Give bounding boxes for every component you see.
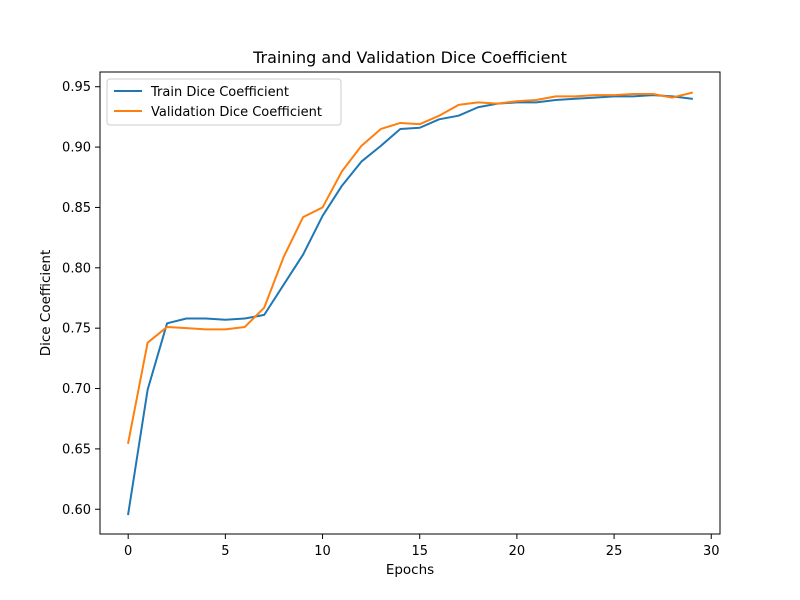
plot-area (100, 72, 720, 534)
x-axis-ticks: 0 5 10 15 20 25 30 (124, 534, 720, 559)
plot-border (99, 71, 721, 535)
series-line-validation (127, 91, 694, 445)
chart-title: Training and Validation Dice Coefficient (252, 48, 567, 67)
y-tick-label: 0.80 (62, 261, 91, 276)
y-tick-label: 0.60 (62, 503, 91, 518)
y-axis-ticks: 0.60 0.65 0.70 0.75 0.80 0.85 0.90 0.95 (62, 80, 100, 518)
x-tick-label: 20 (509, 544, 526, 559)
x-tick-label: 5 (221, 544, 229, 559)
y-tick-label: 0.75 (62, 322, 91, 337)
series-layer (127, 91, 694, 516)
x-tick-label: 30 (703, 544, 720, 559)
legend-label-train: Train Dice Coefficient (150, 85, 289, 100)
y-tick-label: 0.85 (62, 201, 91, 216)
x-tick-label: 0 (124, 544, 132, 559)
legend: Train Dice Coefficient Validation Dice C… (106, 78, 342, 126)
x-axis-title: Epochs (386, 562, 434, 578)
y-tick-label: 0.95 (62, 80, 91, 95)
legend-label-validation: Validation Dice Coefficient (151, 105, 322, 120)
series-line-train (127, 94, 693, 516)
x-tick-label: 10 (314, 544, 331, 559)
x-tick-label: 15 (411, 544, 428, 559)
x-tick-label: 25 (606, 544, 623, 559)
y-axis-title: Dice Coefficient (38, 250, 54, 357)
y-tick-label: 0.70 (62, 382, 91, 397)
legend-box (106, 78, 342, 126)
y-tick-label: 0.65 (62, 442, 91, 457)
y-tick-label: 0.90 (62, 141, 91, 156)
